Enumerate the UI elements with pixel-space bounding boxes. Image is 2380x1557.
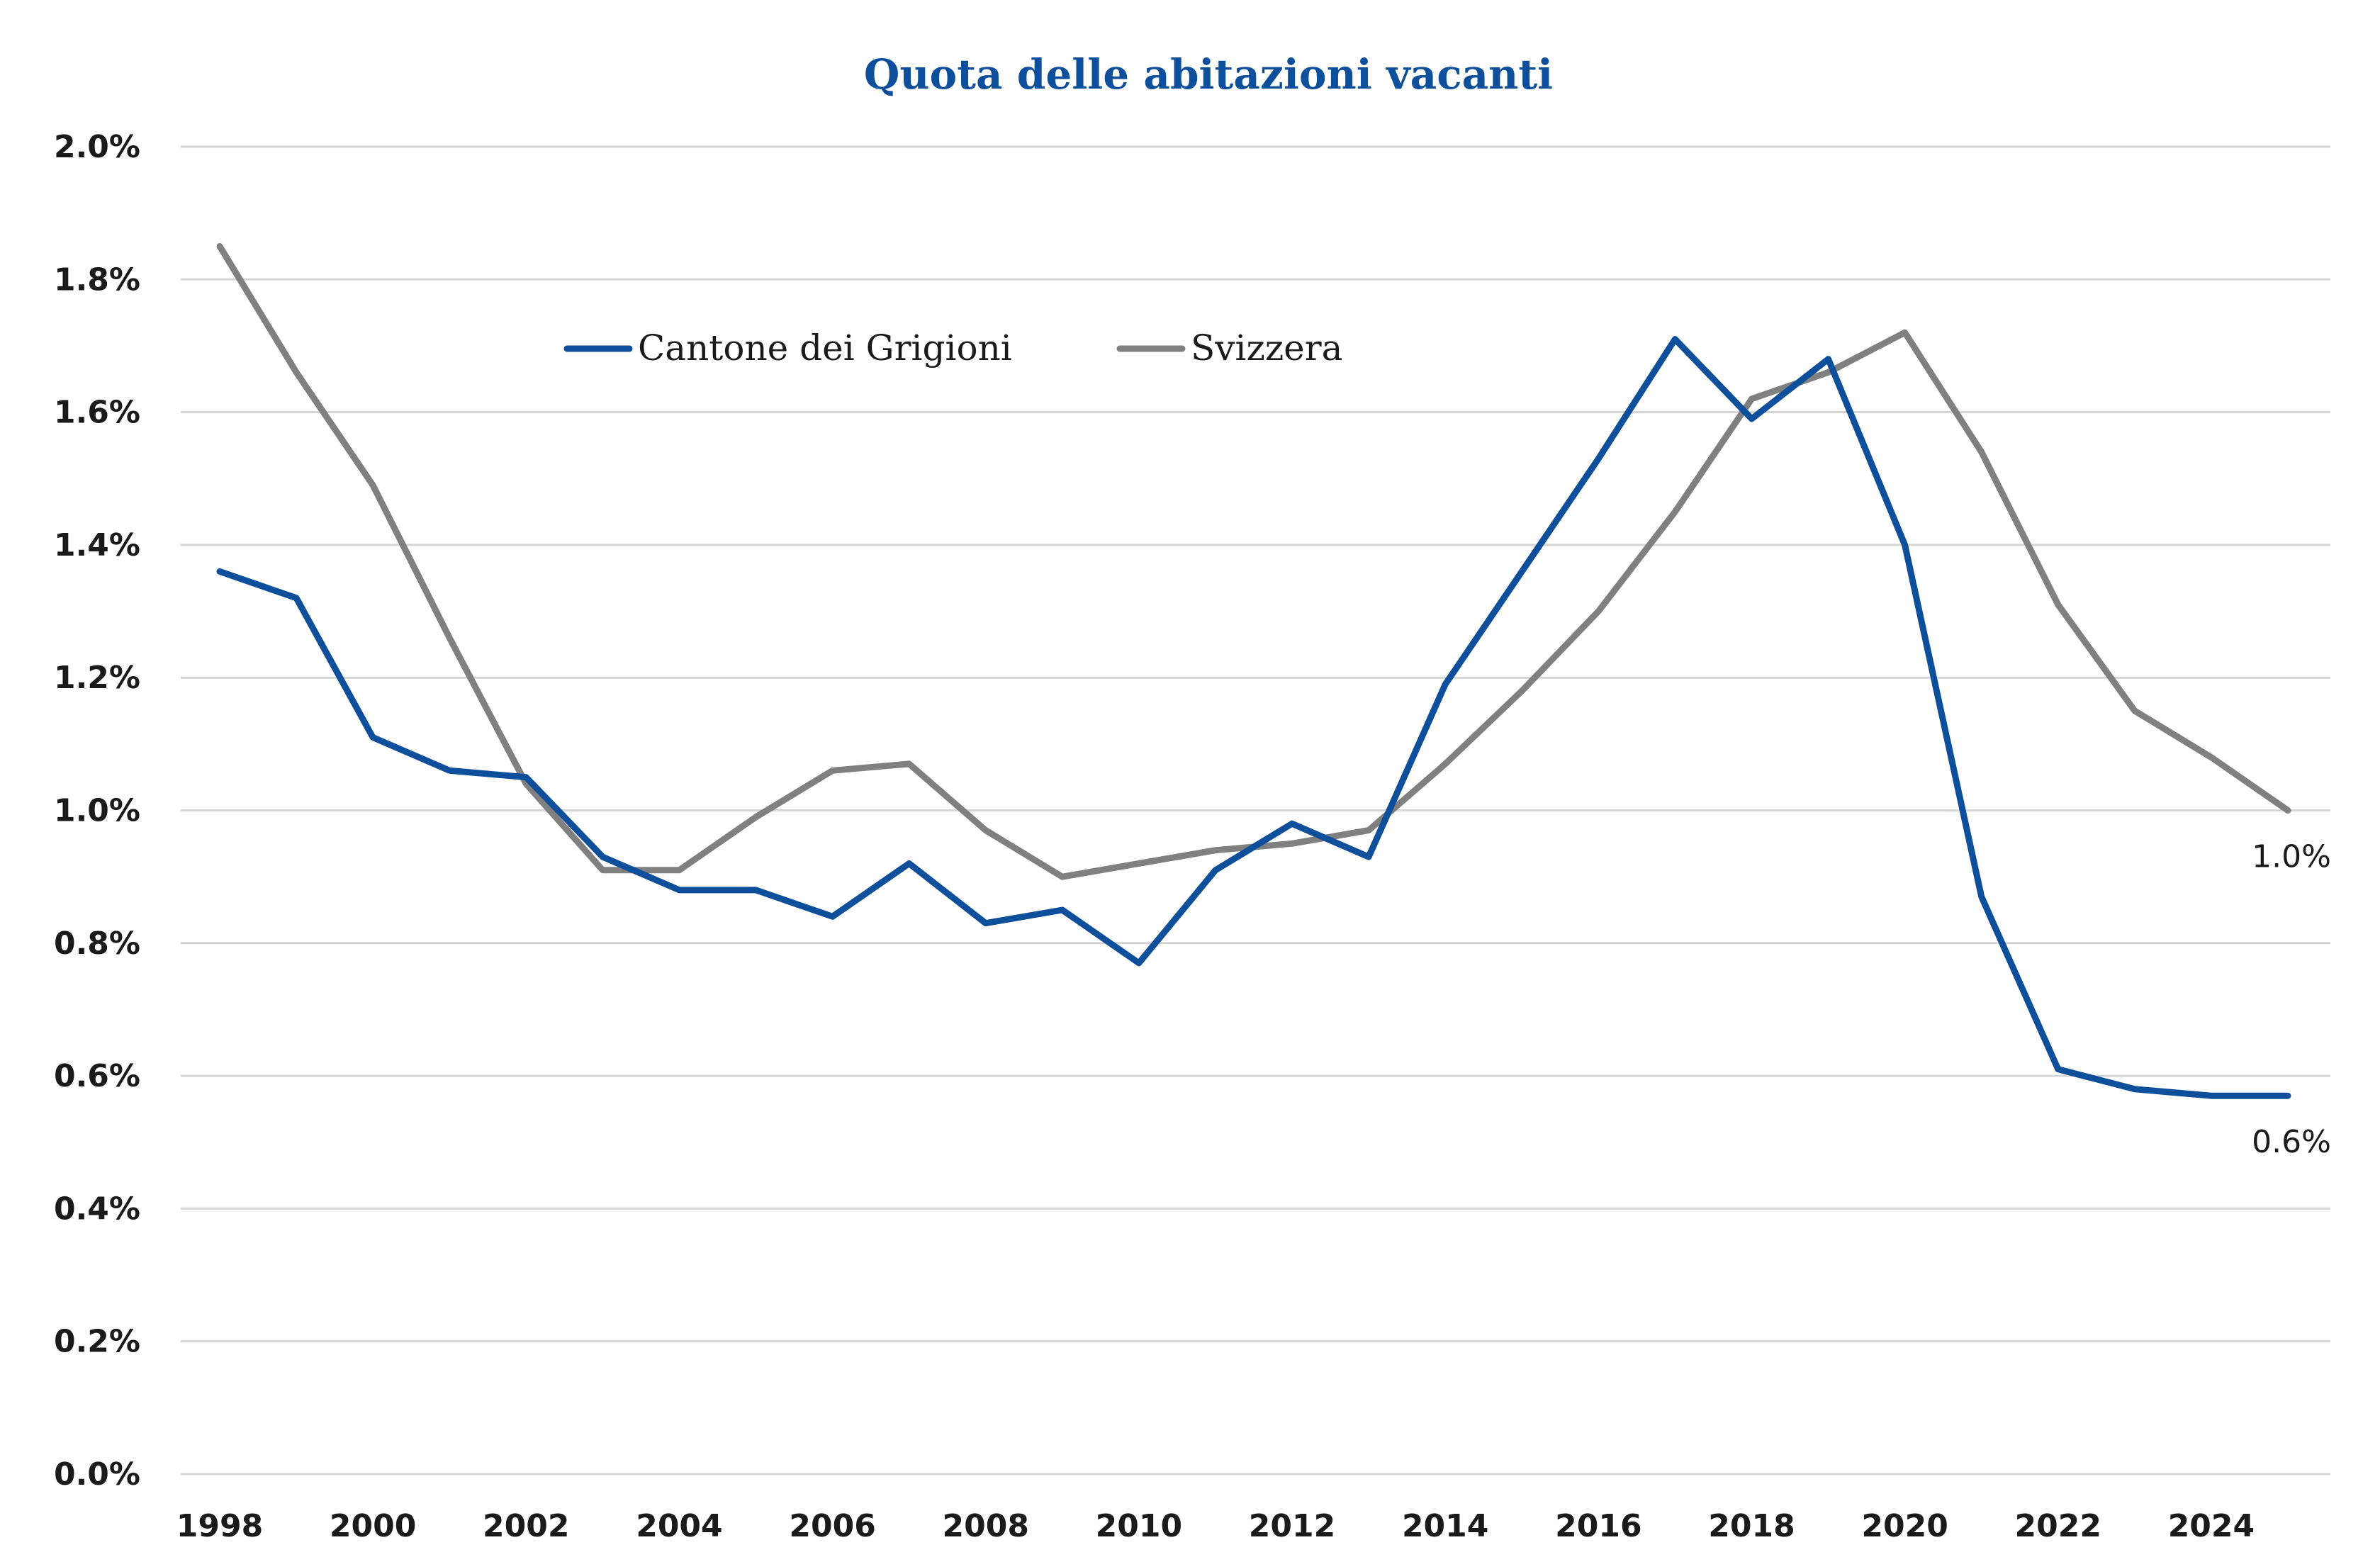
x-tick-label: 2002 (483, 1508, 569, 1544)
x-tick-label: 2016 (1555, 1508, 1641, 1544)
legend-label: Cantone dei Grigioni (638, 327, 1012, 369)
y-tick-label: 1.2% (54, 660, 140, 696)
x-tick-label: 1998 (176, 1508, 263, 1544)
y-tick-label: 0.6% (54, 1058, 140, 1094)
y-tick-label: 1.8% (54, 262, 140, 298)
x-tick-label: 2000 (330, 1508, 416, 1544)
x-tick-label: 2006 (789, 1508, 875, 1544)
end-labels: 0.6% 1.0% (2252, 839, 2331, 1161)
y-tick-label: 2.0% (54, 129, 140, 165)
x-tick-label: 2018 (1708, 1508, 1795, 1544)
y-axis-ticks: 0.0% 0.2% 0.4% 0.6% 0.8% 1.0% 1.2% 1.4% 1.6% 1.8%… (54, 129, 140, 1493)
x-tick-label: 2020 (1861, 1508, 1948, 1544)
x-tick-label: 2010 (1096, 1508, 1182, 1544)
x-tick-label: 2012 (1249, 1508, 1335, 1544)
y-tick-label: 1.4% (54, 527, 140, 563)
x-tick-label: 2014 (1402, 1508, 1488, 1544)
end-value-label: 0.6% (2252, 1124, 2331, 1160)
x-tick-label: 2022 (2015, 1508, 2101, 1544)
legend: Cantone dei Grigioni Svizzera (563, 327, 1342, 369)
x-tick-label: 2008 (943, 1508, 1029, 1544)
end-value-label: 1.0% (2252, 839, 2331, 875)
gridlines (181, 145, 2330, 1476)
x-tick-label: 2004 (636, 1508, 722, 1544)
legend-label: Svizzera (1191, 327, 1342, 369)
y-tick-label: 0.2% (54, 1324, 140, 1360)
x-tick-label: 2024 (2168, 1508, 2255, 1544)
y-tick-label: 0.8% (54, 926, 140, 962)
chart-title: Quota delle abitazioni vacanti (864, 50, 1553, 99)
series-line (216, 336, 2291, 1099)
y-tick-label: 1.0% (54, 793, 140, 829)
y-tick-label: 1.6% (54, 395, 140, 431)
x-axis-ticks: 1998 2000 2002 2004 2006 2008 2010 2012 2014 2016… (176, 1508, 2255, 1544)
y-tick-label: 0.4% (54, 1191, 140, 1227)
y-tick-label: 0.0% (54, 1456, 140, 1493)
series-lines (216, 243, 2291, 1099)
